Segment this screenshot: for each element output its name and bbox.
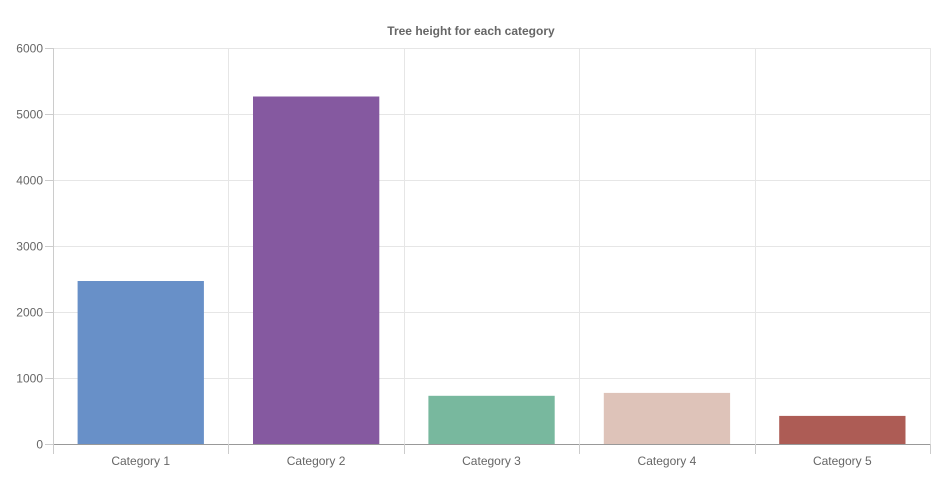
x-tick-label: Category 1 [111,454,170,468]
y-tick-label: 2000 [16,306,43,320]
bar-category-3 [428,396,554,444]
bar-category-5 [779,416,905,444]
y-axis-ticks: 0 1000 2000 3000 4000 5000 6000 [16,42,53,452]
chart-title: Tree height for each category [387,24,555,38]
bars [78,97,906,445]
bar-category-1 [78,281,204,444]
y-tick-label: 6000 [16,42,43,56]
x-tick-label: Category 4 [638,454,697,468]
y-tick-label: 0 [36,438,43,452]
bar-category-4 [604,393,730,444]
x-axis-ticks: Category 1 Category 2 Category 3 Category 4… [54,444,931,468]
x-tick-label: Category 2 [287,454,346,468]
y-tick-label: 1000 [16,372,43,386]
bar-category-2 [253,97,379,445]
y-tick-label: 4000 [16,174,43,188]
x-tick-label: Category 5 [813,454,872,468]
y-tick-label: 3000 [16,240,43,254]
x-tick-label: Category 3 [462,454,521,468]
y-tick-label: 5000 [16,108,43,122]
